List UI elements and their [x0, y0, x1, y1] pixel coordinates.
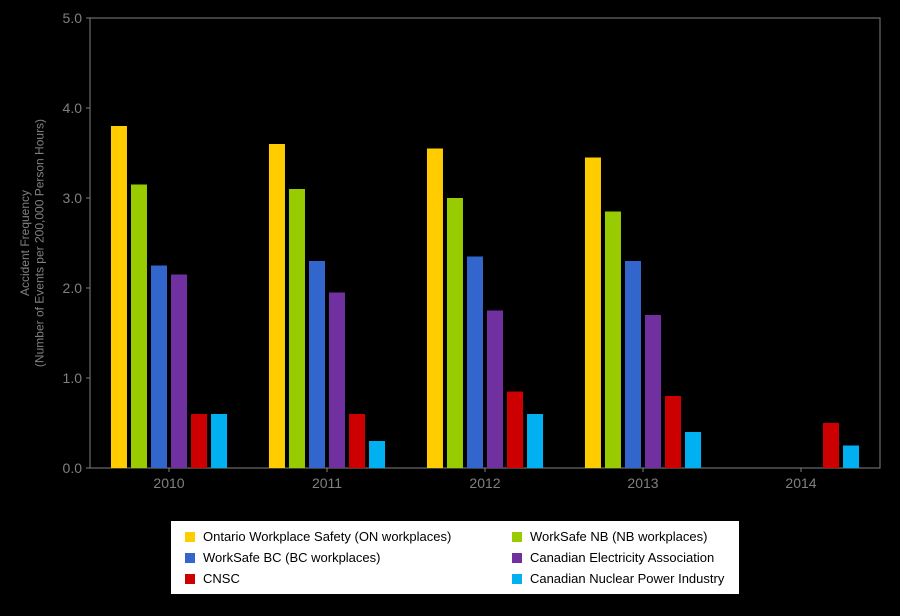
- plot-area: [90, 18, 880, 468]
- x-tick: 2014: [785, 475, 816, 491]
- y-tick: 2.0: [63, 280, 83, 296]
- legend-item-cnsc: CNSC: [185, 571, 452, 586]
- legend-swatch: [185, 574, 195, 584]
- chart-stage: 0.0 1.0 2.0 3.0 4.0 5.0 2010 2011 2012 2013 2014 Ye…: [0, 0, 900, 616]
- bar-cnsc: [507, 392, 523, 469]
- legend-label: Canadian Nuclear Power Industry: [530, 571, 724, 586]
- legend-item-cnpi: Canadian Nuclear Power Industry: [512, 571, 725, 586]
- legend-item-bc: WorkSafe BC (BC workplaces): [185, 550, 452, 565]
- legend-label: CNSC: [203, 571, 240, 586]
- legend-item-on: Ontario Workplace Safety (ON workplaces): [185, 529, 452, 544]
- bar-on: [111, 126, 127, 468]
- legend-item-cea: Canadian Electricity Association: [512, 550, 725, 565]
- bar-on: [585, 158, 601, 469]
- bar-cnsc: [349, 414, 365, 468]
- y-tick: 0.0: [63, 460, 83, 476]
- y-tick: 1.0: [63, 370, 83, 386]
- bar-cnsc: [665, 396, 681, 468]
- legend-label: Ontario Workplace Safety (ON workplaces): [203, 529, 451, 544]
- bar-bc: [151, 266, 167, 469]
- bar-on: [427, 149, 443, 469]
- bar-cea: [171, 275, 187, 469]
- y-tick: 4.0: [63, 100, 83, 116]
- bar-cea: [329, 293, 345, 469]
- legend-label: WorkSafe NB (NB workplaces): [530, 529, 707, 544]
- legend-grid: Ontario Workplace Safety (ON workplaces)…: [185, 529, 725, 586]
- bar-cnsc: [191, 414, 207, 468]
- x-tick: 2011: [312, 475, 342, 491]
- bar-nb: [131, 185, 147, 469]
- bar-bc: [625, 261, 641, 468]
- legend-swatch: [512, 532, 522, 542]
- x-axis-label: Year: [472, 500, 499, 515]
- bar-nb: [447, 198, 463, 468]
- bar-nb: [605, 212, 621, 469]
- x-tick: 2013: [627, 475, 658, 491]
- bar-nb: [289, 189, 305, 468]
- legend-swatch: [185, 553, 195, 563]
- x-tick: 2010: [153, 475, 184, 491]
- bar-cnsc: [823, 423, 839, 468]
- y-tick: 3.0: [63, 190, 83, 206]
- bar-cnpi: [527, 414, 543, 468]
- x-tick: 2012: [469, 475, 500, 491]
- bar-cea: [645, 315, 661, 468]
- bar-cnpi: [211, 414, 227, 468]
- bar-cnpi: [369, 441, 385, 468]
- legend-item-nb: WorkSafe NB (NB workplaces): [512, 529, 725, 544]
- legend-label: WorkSafe BC (BC workplaces): [203, 550, 380, 565]
- bar-bc: [309, 261, 325, 468]
- bar-cea: [487, 311, 503, 469]
- y-axis-label: Accident Frequency(Number of Events per …: [18, 119, 46, 367]
- bar-cnpi: [843, 446, 859, 469]
- bar-on: [269, 144, 285, 468]
- legend: Ontario Workplace Safety (ON workplaces)…: [170, 520, 740, 595]
- y-tick: 5.0: [63, 10, 83, 26]
- legend-label: Canadian Electricity Association: [530, 550, 714, 565]
- legend-swatch: [512, 553, 522, 563]
- legend-swatch: [185, 532, 195, 542]
- bar-bc: [467, 257, 483, 469]
- legend-swatch: [512, 574, 522, 584]
- bar-cnpi: [685, 432, 701, 468]
